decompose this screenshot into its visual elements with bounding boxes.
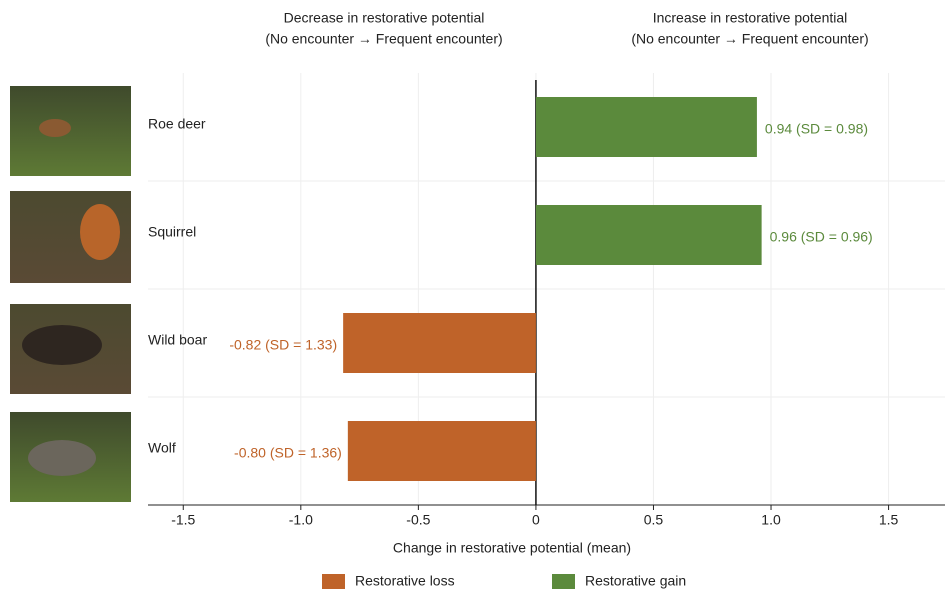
bar	[348, 421, 536, 481]
y-tick-label: Wild boar	[148, 332, 207, 348]
value-label: 0.96 (SD = 0.96)	[770, 229, 873, 245]
y-tick-label: Roe deer	[148, 116, 206, 132]
x-tick-label: 1.5	[879, 512, 899, 528]
x-tick-label: 0	[532, 512, 540, 528]
header: (No encounter → Frequent encounter)	[631, 31, 868, 47]
legend-label: Restorative gain	[585, 573, 686, 589]
animal-figure	[28, 440, 96, 476]
animal-figure	[80, 204, 120, 260]
y-tick-label: Squirrel	[148, 224, 196, 240]
header: (No encounter → Frequent encounter)	[265, 31, 502, 47]
value-label: -0.80 (SD = 1.36)	[234, 445, 342, 461]
legend-label: Restorative loss	[355, 573, 455, 589]
animal-figure	[22, 325, 102, 365]
value-label: 0.94 (SD = 0.98)	[765, 121, 868, 137]
legend-swatch	[552, 574, 575, 589]
x-tick-label: 0.5	[644, 512, 664, 528]
header: Increase in restorative potential	[653, 10, 848, 26]
bar	[343, 313, 536, 373]
y-tick-label: Wolf	[148, 440, 176, 456]
animal-photo	[10, 86, 131, 176]
x-tick-label: 1.0	[761, 512, 781, 528]
bar	[536, 97, 757, 157]
x-tick-label: -0.5	[406, 512, 430, 528]
legend-swatch	[322, 574, 345, 589]
animal-figure	[39, 119, 71, 137]
value-label: -0.82 (SD = 1.33)	[229, 337, 337, 353]
header: Decrease in restorative potential	[284, 10, 485, 26]
bar	[536, 205, 762, 265]
chart: Decrease in restorative potential (No en…	[0, 0, 945, 589]
x-tick-label: -1.0	[289, 512, 313, 528]
x-tick-label: -1.5	[171, 512, 195, 528]
x-axis-label: Change in restorative potential (mean)	[393, 540, 631, 556]
